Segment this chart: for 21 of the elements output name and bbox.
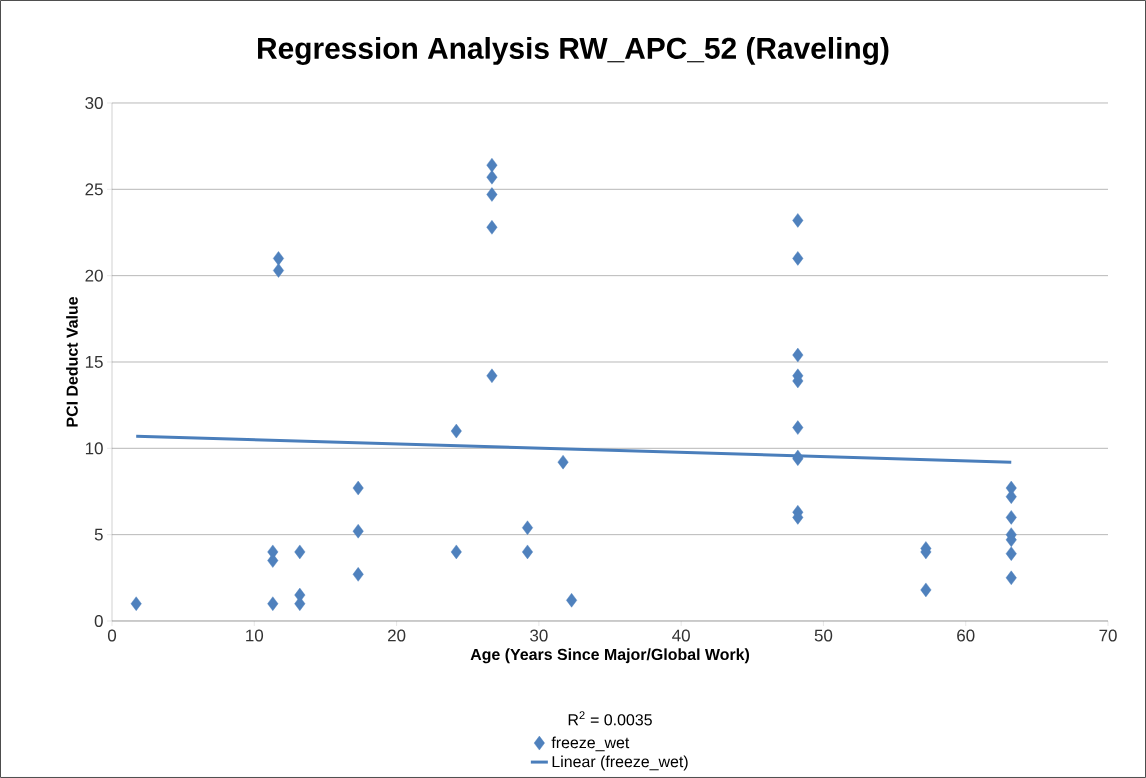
legend-label: freeze_wet [551, 736, 630, 752]
y-axis-title: PCI Deduct Value [66, 296, 78, 427]
x-tick-label: 30 [530, 629, 548, 642]
legend-label: Linear (freeze_wet) [552, 755, 688, 771]
y-tick-label: 5 [94, 528, 103, 541]
x-tick-label: 0 [107, 629, 117, 642]
x-tick-label: 20 [388, 629, 406, 642]
x-tick-label: 70 [1099, 629, 1117, 642]
x-tick-label: 50 [814, 629, 833, 642]
y-tick-label: 30 [85, 96, 103, 109]
y-tick-label: 0 [94, 614, 103, 627]
chart-title: Regression Analysis RW_APC_52 (Raveling) [258, 36, 889, 65]
y-tick-label: 20 [85, 269, 103, 282]
x-tick-label: 60 [957, 629, 975, 642]
x-tick-label: 40 [672, 629, 690, 642]
y-tick-label: 15 [85, 356, 103, 368]
y-tick-label: 10 [85, 442, 103, 455]
x-axis-title: Age (Years Since Major/Global Work) [470, 648, 750, 664]
text: R$^{2}$ = 0.0035 [568, 711, 652, 726]
x-tick-label: 10 [246, 629, 264, 642]
y-tick-label: 25 [85, 183, 103, 196]
